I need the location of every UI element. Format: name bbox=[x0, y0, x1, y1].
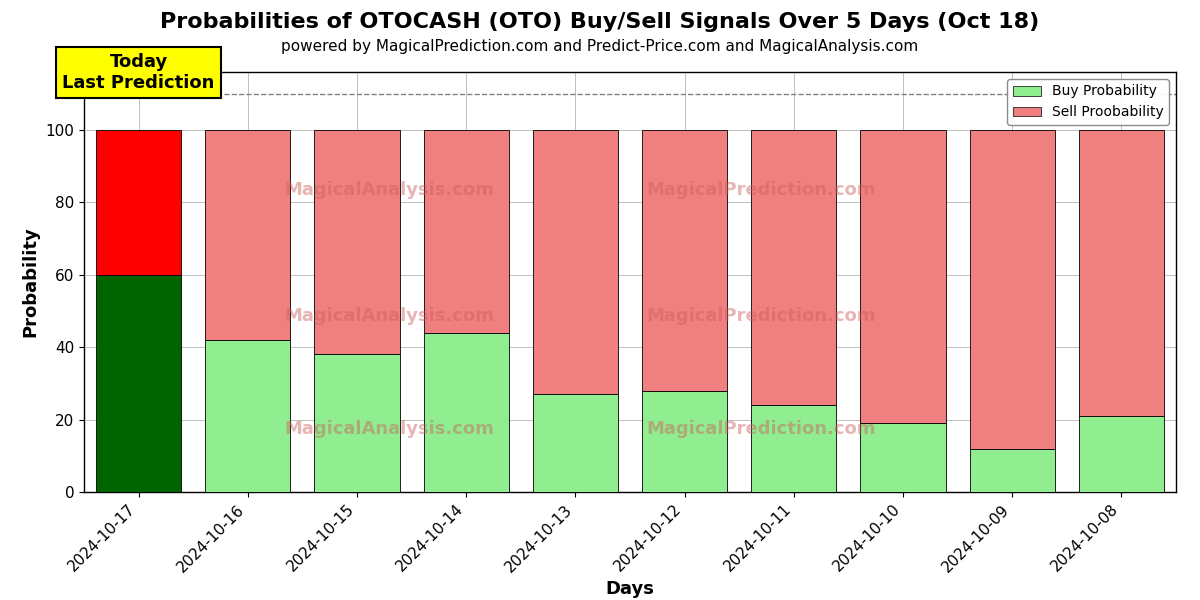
Bar bbox=[424, 332, 509, 492]
Bar bbox=[1079, 130, 1164, 416]
Y-axis label: Probability: Probability bbox=[22, 227, 40, 337]
Text: MagicalAnalysis.com: MagicalAnalysis.com bbox=[284, 181, 494, 199]
Bar bbox=[314, 355, 400, 492]
Text: powered by MagicalPrediction.com and Predict-Price.com and MagicalAnalysis.com: powered by MagicalPrediction.com and Pre… bbox=[281, 39, 919, 54]
Text: Probabilities of OTOCASH (OTO) Buy/Sell Signals Over 5 Days (Oct 18): Probabilities of OTOCASH (OTO) Buy/Sell … bbox=[161, 12, 1039, 32]
Text: MagicalPrediction.com: MagicalPrediction.com bbox=[647, 307, 876, 325]
Bar bbox=[751, 405, 836, 492]
Legend: Buy Probability, Sell Proobability: Buy Probability, Sell Proobability bbox=[1007, 79, 1169, 125]
Bar bbox=[1079, 416, 1164, 492]
Bar bbox=[314, 130, 400, 355]
Bar bbox=[205, 130, 290, 340]
Text: MagicalAnalysis.com: MagicalAnalysis.com bbox=[284, 420, 494, 438]
Bar bbox=[970, 130, 1055, 449]
Text: MagicalPrediction.com: MagicalPrediction.com bbox=[647, 420, 876, 438]
Bar bbox=[642, 391, 727, 492]
Text: MagicalPrediction.com: MagicalPrediction.com bbox=[647, 181, 876, 199]
Bar bbox=[96, 275, 181, 492]
X-axis label: Days: Days bbox=[606, 580, 654, 598]
Bar bbox=[751, 130, 836, 405]
Bar bbox=[533, 130, 618, 394]
Bar bbox=[205, 340, 290, 492]
Bar bbox=[860, 423, 946, 492]
Bar bbox=[642, 130, 727, 391]
Text: MagicalAnalysis.com: MagicalAnalysis.com bbox=[284, 307, 494, 325]
Bar bbox=[860, 130, 946, 423]
Bar bbox=[970, 449, 1055, 492]
Bar bbox=[96, 130, 181, 275]
Bar bbox=[533, 394, 618, 492]
Text: Today
Last Prediction: Today Last Prediction bbox=[62, 53, 215, 92]
Bar bbox=[424, 130, 509, 332]
